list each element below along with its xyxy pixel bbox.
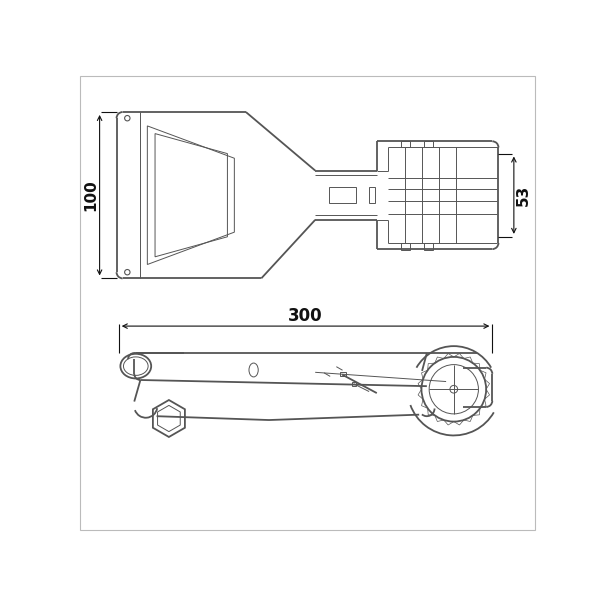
Bar (340, 372, 346, 376)
Bar (329, 187, 356, 203)
Bar (401, 243, 410, 250)
Bar (401, 140, 410, 148)
Bar (424, 243, 433, 250)
Text: 53: 53 (515, 185, 530, 206)
Text: 300: 300 (288, 307, 323, 325)
Bar (352, 382, 356, 386)
Text: 100: 100 (83, 179, 98, 211)
Bar (369, 187, 375, 203)
Bar (424, 140, 433, 148)
